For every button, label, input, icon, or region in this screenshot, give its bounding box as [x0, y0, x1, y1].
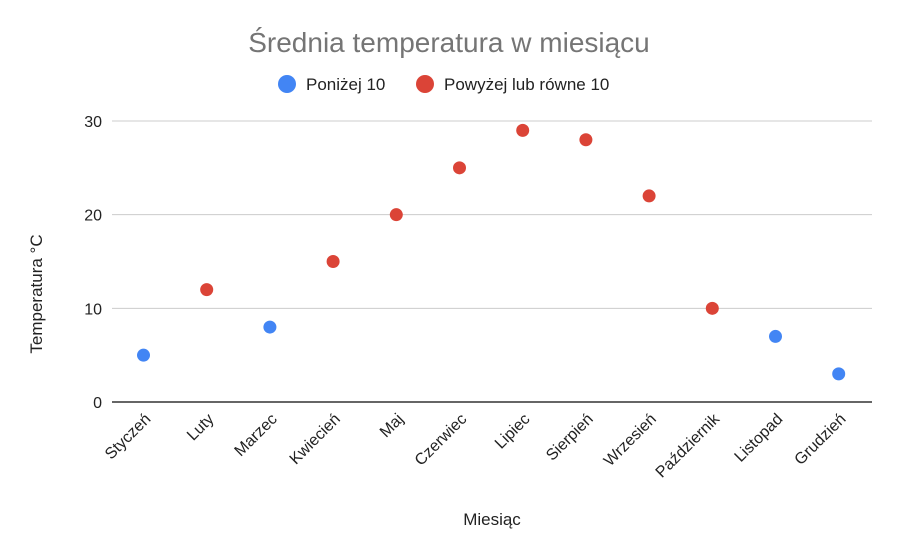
data-points — [137, 123, 846, 381]
data-point — [516, 123, 530, 137]
data-point — [453, 161, 466, 175]
chart-title: Średnia temperatura w miesiącu — [248, 26, 650, 58]
data-point — [137, 348, 150, 362]
x-tick-label: Listopad — [732, 411, 787, 466]
data-point — [579, 133, 593, 147]
data-point — [832, 367, 846, 381]
y-tick-label: 30 — [84, 114, 102, 131]
x-tick-label: Lipiec — [492, 411, 534, 453]
x-tick-label: Kwiecień — [287, 411, 344, 468]
data-point — [769, 329, 782, 343]
data-point — [705, 301, 719, 315]
legend-label-below-10: Poniżej 10 — [306, 75, 385, 94]
data-point — [642, 189, 656, 203]
data-point — [326, 255, 340, 268]
y-tick-label: 20 — [84, 208, 102, 225]
legend-marker-below-10 — [278, 75, 296, 93]
x-tick-label: Maj — [377, 411, 407, 441]
y-tick-label: 0 — [93, 395, 102, 412]
data-point — [263, 320, 277, 334]
legend-label-above-10: Powyżej lub równe 10 — [444, 75, 609, 94]
x-tick-label: Sierpień — [543, 411, 597, 465]
x-tick-label: Czerwiec — [412, 411, 471, 470]
data-point — [389, 208, 403, 222]
y-axis-ticks: 0 10 20 30 — [84, 114, 102, 412]
y-tick-label: 10 — [84, 301, 102, 318]
data-point — [200, 283, 214, 297]
gridlines — [112, 120, 872, 309]
y-axis-label: Temperatura °C — [27, 234, 46, 353]
x-tick-label: Październik — [653, 410, 724, 481]
x-tick-label: Grudzień — [792, 411, 850, 469]
x-tick-label: Wrzesień — [601, 411, 660, 470]
x-tick-label: Luty — [184, 411, 217, 444]
x-axis-label: Miesiąc — [463, 510, 521, 529]
x-tick-label: Styczeń — [102, 411, 154, 463]
legend-marker-above-10 — [416, 75, 434, 93]
legend: Poniżej 10 Powyżej lub równe 10 — [278, 75, 609, 94]
x-axis-ticks: Styczeń Luty Marzec Kwiecień Maj Czerwiec Lipi… — [102, 410, 849, 481]
x-tick-label: Marzec — [232, 411, 281, 460]
